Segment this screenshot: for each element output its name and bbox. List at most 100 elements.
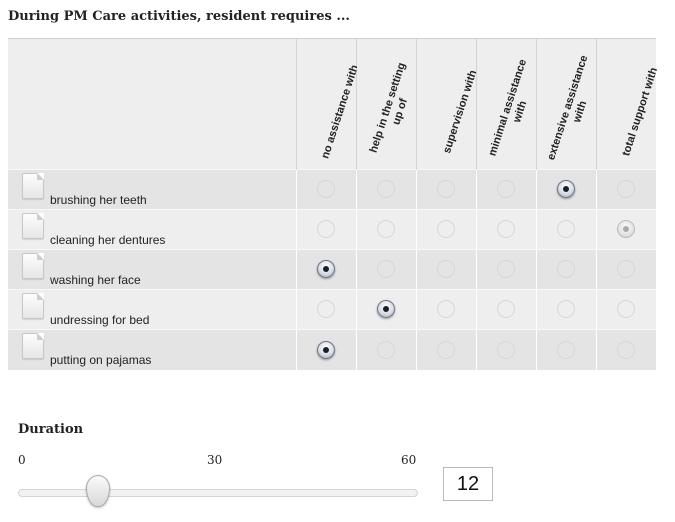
grid-cell (355, 209, 416, 250)
radio-button[interactable] (377, 340, 395, 359)
grid-cell (595, 209, 656, 250)
grid-row: undressing for bed (8, 289, 656, 330)
document-icon (22, 333, 44, 359)
grid-cell (475, 289, 536, 330)
grid-cell (355, 169, 416, 210)
radio-button[interactable] (317, 180, 335, 199)
radio-button[interactable] (617, 220, 636, 239)
row-header: brushing her teeth (8, 169, 296, 210)
grid-cell (595, 329, 656, 370)
column-header: help in the setting up of (355, 38, 416, 170)
grid-cell (295, 289, 356, 330)
row-label: brushing her teeth (50, 193, 147, 207)
radio-button[interactable] (377, 260, 395, 279)
grid-cell (415, 209, 476, 250)
row-label: cleaning her dentures (50, 233, 166, 247)
grid-cell (475, 169, 536, 210)
row-label: washing her face (50, 273, 141, 287)
radio-button[interactable] (617, 340, 636, 359)
duration-min-label: 0 (18, 453, 26, 467)
row-header: undressing for bed (8, 289, 296, 330)
column-header: total support with (595, 38, 660, 170)
column-label: total support with (620, 66, 661, 158)
grid-cell (415, 289, 476, 330)
grid-cell (535, 169, 596, 210)
grid-cell (295, 169, 356, 210)
radio-button[interactable] (557, 300, 575, 319)
grid-cell (475, 249, 536, 290)
column-header: minimal assistance with (475, 38, 536, 170)
radio-button[interactable] (377, 300, 395, 319)
radio-button[interactable] (317, 220, 335, 239)
row-header: cleaning her dentures (8, 209, 296, 250)
grid-cell (595, 249, 656, 290)
column-header: supervision with (415, 38, 479, 170)
grid-row: washing her face (8, 249, 656, 290)
grid-row: cleaning her dentures (8, 209, 656, 250)
document-icon (22, 253, 44, 279)
radio-button[interactable] (437, 260, 455, 279)
grid-cell (475, 329, 536, 370)
radio-button[interactable] (497, 220, 515, 239)
row-label: undressing for bed (50, 313, 150, 327)
row-header: washing her face (8, 249, 296, 290)
radio-button[interactable] (617, 180, 636, 199)
radio-button[interactable] (437, 180, 455, 199)
grid-cell (355, 249, 416, 290)
column-header: no assistance with (295, 38, 361, 170)
grid-cell (595, 289, 656, 330)
radio-button[interactable] (317, 260, 335, 279)
radio-button[interactable] (437, 300, 455, 319)
radio-button[interactable] (557, 260, 575, 279)
grid-cell (355, 329, 416, 370)
column-label: minimal assistance with (486, 57, 530, 158)
duration-value-field[interactable]: 12 (443, 467, 493, 501)
grid-cell (535, 289, 596, 330)
grid-cell (415, 169, 476, 210)
radio-button[interactable] (317, 340, 335, 359)
column-header: extensive assistance with (535, 38, 596, 170)
document-icon (22, 293, 44, 319)
grid-cell (535, 209, 596, 250)
radio-button[interactable] (437, 340, 455, 359)
grid-header-row: no assistance with help in the setting u… (8, 38, 660, 170)
duration-slider-thumb[interactable] (86, 475, 110, 507)
column-label: help in the setting up of (367, 61, 411, 155)
radio-button[interactable] (497, 300, 515, 319)
grid-cell (475, 209, 536, 250)
radio-button[interactable] (437, 220, 455, 239)
grid-cell (415, 249, 476, 290)
radio-button[interactable] (377, 180, 395, 199)
grid-cell (295, 329, 356, 370)
radio-button[interactable] (377, 220, 395, 239)
row-header: putting on pajamas (8, 329, 296, 370)
radio-button[interactable] (317, 300, 335, 319)
grid-row: brushing her teeth (8, 169, 656, 210)
grid-cell (535, 249, 596, 290)
grid-cell (295, 209, 356, 250)
column-label: extensive assistance with (545, 53, 591, 162)
grid-cell (415, 329, 476, 370)
radio-button[interactable] (617, 260, 636, 279)
radio-button[interactable] (557, 180, 575, 199)
row-label: putting on pajamas (50, 353, 152, 367)
duration-title: Duration (18, 422, 84, 437)
grid-cell (355, 289, 416, 330)
document-icon (22, 173, 44, 199)
grid-corner (8, 38, 296, 170)
grid-cell (295, 249, 356, 290)
radio-button[interactable] (497, 260, 515, 279)
duration-max-label: 60 (401, 453, 417, 467)
grid-row: putting on pajamas (8, 329, 656, 370)
radio-button[interactable] (497, 340, 515, 359)
radio-button[interactable] (557, 340, 575, 359)
document-icon (22, 213, 44, 239)
radio-button[interactable] (497, 180, 515, 199)
duration-slider-track[interactable] (18, 489, 418, 497)
assistance-grid: no assistance with help in the setting u… (8, 38, 660, 370)
radio-button[interactable] (557, 220, 575, 239)
duration-mid-label: 30 (207, 453, 223, 467)
grid-cell (595, 169, 656, 210)
question-title: During PM Care activities, resident requ… (8, 9, 350, 24)
radio-button[interactable] (617, 300, 636, 319)
